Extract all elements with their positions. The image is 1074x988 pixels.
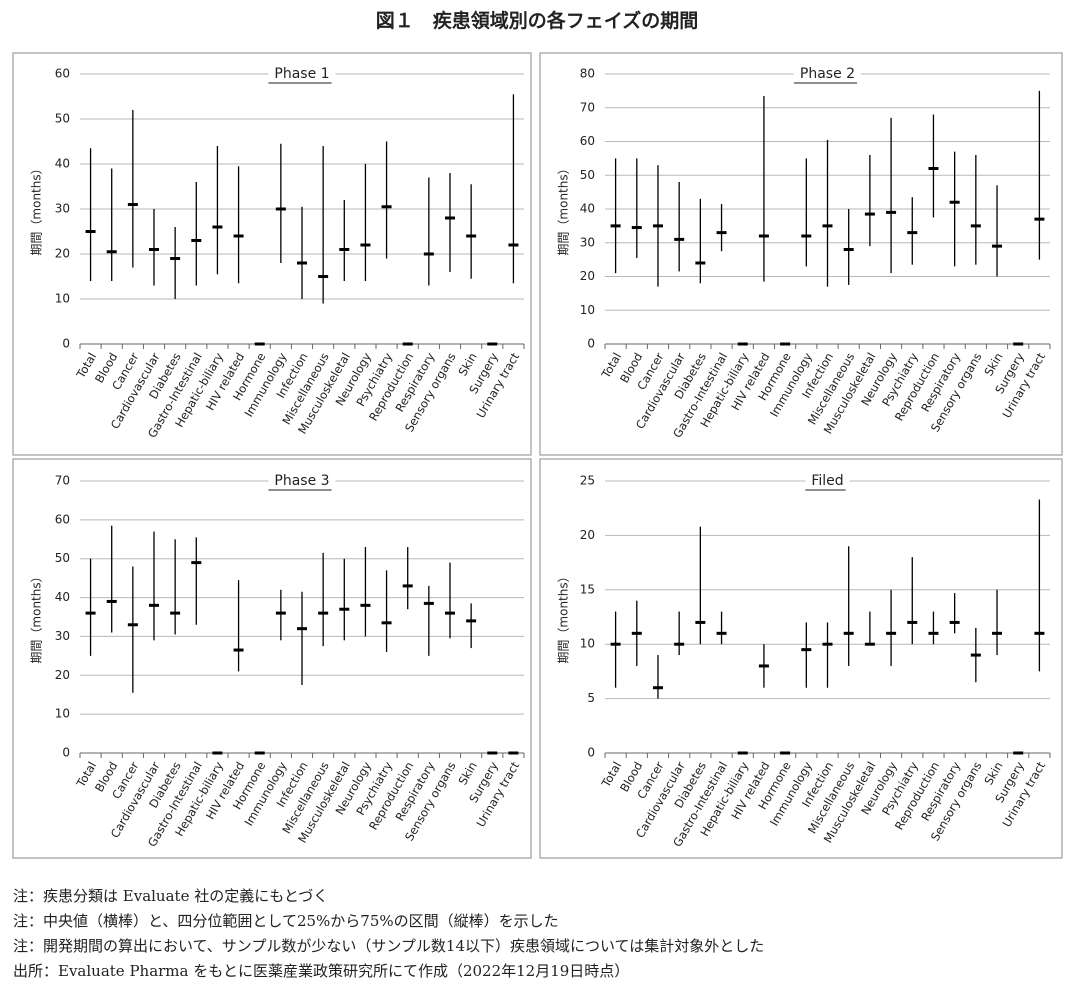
chart-title: Phase 3	[274, 473, 329, 489]
title-background	[268, 473, 336, 489]
y-tick-label: 80	[580, 67, 595, 81]
y-tick-label: 20	[55, 247, 70, 261]
y-axis-label: 期間（months）	[30, 570, 44, 663]
y-tick-label: 60	[55, 512, 70, 526]
chart-title: Phase 2	[800, 66, 855, 82]
y-axis-label: 期間（months）	[30, 162, 44, 255]
y-tick-label: 10	[580, 303, 595, 317]
y-tick-label: 40	[55, 157, 70, 171]
panel-frame	[12, 52, 532, 456]
y-tick-label: 0	[62, 746, 70, 760]
y-tick-label: 10	[55, 292, 70, 306]
y-tick-label: 70	[580, 100, 595, 114]
note: 注：開発期間の算出において、サンプル数が少ない（サンプル数14以下）疾患領域につ…	[13, 937, 764, 955]
y-tick-label: 10	[580, 637, 595, 651]
y-tick-label: 0	[587, 746, 595, 760]
title-background	[805, 473, 850, 489]
panel-frame	[539, 458, 1063, 859]
y-tick-label: 30	[55, 629, 70, 643]
y-tick-label: 50	[580, 168, 595, 182]
y-tick-label: 20	[580, 269, 595, 283]
figure-title: 図１ 疾患領域別の各フェイズの期間	[376, 9, 698, 32]
y-axis-label: 期間（months）	[557, 162, 571, 255]
title-background	[793, 66, 862, 82]
note: 出所：Evaluate Pharma をもとに医薬産業政策研究所にて作成（202…	[13, 962, 629, 980]
y-tick-label: 5	[587, 691, 595, 705]
y-tick-label: 10	[55, 707, 70, 721]
y-tick-label: 50	[55, 112, 70, 126]
y-tick-label: 20	[55, 668, 70, 682]
y-axis-label: 期間（months）	[557, 570, 571, 663]
y-tick-label: 30	[580, 235, 595, 249]
y-tick-label: 0	[587, 337, 595, 351]
y-tick-label: 50	[55, 551, 70, 565]
y-tick-label: 40	[580, 202, 595, 216]
y-tick-label: 0	[62, 337, 70, 351]
y-tick-label: 30	[55, 202, 70, 216]
chart-title: Filed	[811, 473, 843, 489]
note: 注：疾患分類は Evaluate 社の定義にもとづく	[13, 887, 328, 905]
y-tick-label: 20	[580, 528, 595, 542]
y-tick-label: 15	[580, 582, 595, 596]
y-tick-label: 60	[580, 134, 595, 148]
y-tick-label: 25	[580, 474, 595, 488]
title-background	[268, 66, 336, 82]
chart-title: Phase 1	[274, 66, 329, 82]
y-tick-label: 70	[55, 474, 70, 488]
y-tick-label: 40	[55, 590, 70, 604]
panel-frame	[539, 52, 1063, 456]
panel-frame	[12, 458, 532, 859]
y-tick-label: 60	[55, 67, 70, 81]
note: 注：中央値（横棒）と、四分位範囲として25%から75%の区間（縦棒）を示した	[13, 912, 559, 930]
